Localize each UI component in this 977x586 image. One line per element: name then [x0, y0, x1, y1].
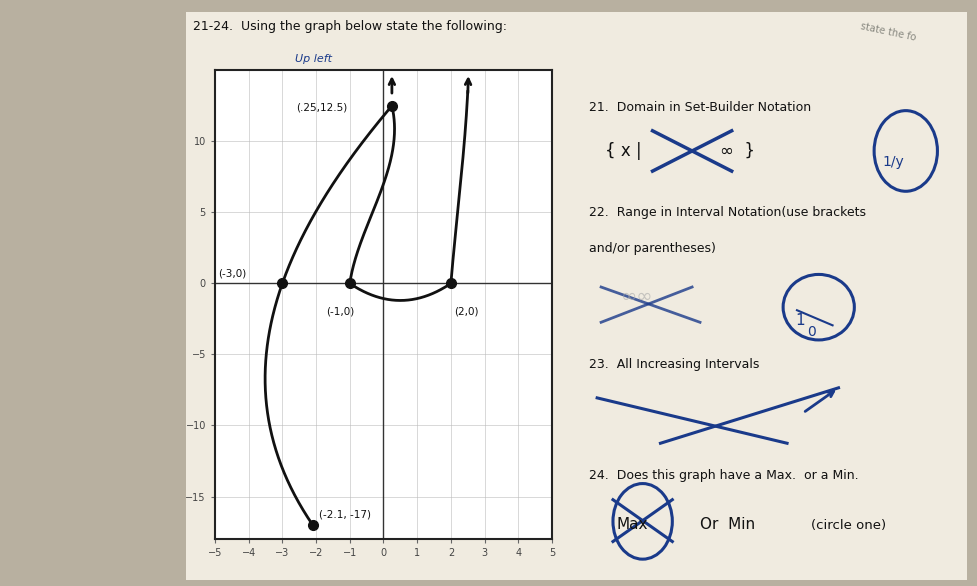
FancyBboxPatch shape	[186, 12, 967, 580]
Text: 21-24. state the following: 21-24. state the following	[361, 128, 469, 137]
Text: Max: Max	[616, 517, 649, 532]
Text: (2,0): (2,0)	[454, 306, 479, 316]
Text: 22.  Range in Interval Notation(use brackets: 22. Range in Interval Notation(use brack…	[589, 206, 867, 220]
Text: (-1,0): (-1,0)	[326, 306, 355, 316]
Text: (circle one): (circle one)	[811, 519, 886, 532]
Text: Or  Min: Or Min	[700, 517, 755, 532]
Text: 21.  Domain in Set-Builder Notation: 21. Domain in Set-Builder Notation	[589, 101, 811, 114]
Text: 1/y: 1/y	[882, 155, 904, 169]
Text: 1: 1	[795, 313, 805, 328]
Text: state the fo: state the fo	[860, 22, 917, 43]
Text: and/or parentheses): and/or parentheses)	[589, 242, 716, 255]
Text: ∞  }: ∞ }	[720, 142, 755, 160]
Text: 24.  Does this graph have a Max.  or a Min.: 24. Does this graph have a Max. or a Min…	[589, 469, 859, 482]
Text: (.25,12.5): (.25,12.5)	[296, 102, 347, 112]
Text: 23.  All Increasing Intervals: 23. All Increasing Intervals	[589, 357, 759, 371]
Text: { x |: { x |	[605, 142, 642, 160]
Text: (-2.1, -17): (-2.1, -17)	[319, 510, 371, 520]
Text: (-3,0): (-3,0)	[218, 268, 246, 278]
Text: 0: 0	[807, 325, 816, 339]
Text: 21-24.  Using the graph below state the following:: 21-24. Using the graph below state the f…	[193, 20, 507, 33]
Text: ∞∞: ∞∞	[621, 287, 654, 306]
Text: Up left: Up left	[295, 54, 332, 64]
